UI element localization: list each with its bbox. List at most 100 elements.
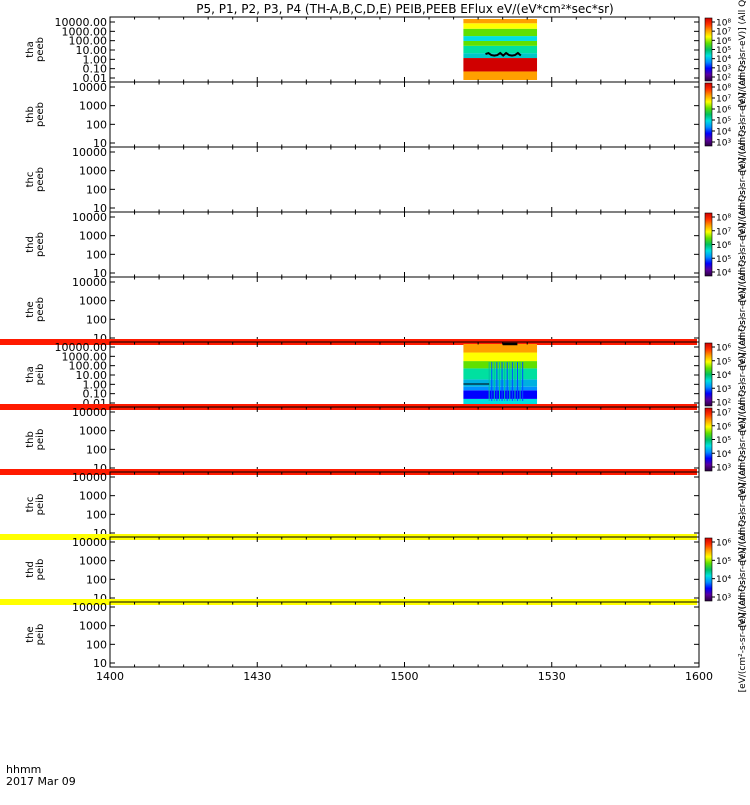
colorbar-tick-label: 10² [716,74,731,84]
panel-label-probe: tha [25,41,36,57]
colorbar-tick-label: 10² [716,399,731,409]
y-tick-label: 10000 [72,601,107,614]
y-tick-label: 1000 [79,295,107,308]
y-tick-label: 100.00 [69,360,108,373]
y-tick-label: 10000 [72,471,107,484]
panel-the_peeb: 10000 1000 100 10 the peeb [eV/(cm²-s-sr-eV)] … [0,252,748,368]
y-tick-label: 1000 [79,620,107,633]
y-tick-label: 10000 [72,536,107,549]
y-tick-label: 1000.00 [62,350,108,363]
colorbar [704,537,713,602]
y-tick-label: 0.01 [83,72,108,85]
y-tick-label: 10000 [72,81,107,94]
panel-label-probe: thd [25,561,36,578]
y-tick-label: 10000 [72,276,107,289]
y-tick-label: 1000 [79,490,107,503]
panel-frame [109,406,700,473]
spectrogram-band [463,23,538,29]
colorbar-tick-label: 10⁴ [716,575,731,585]
colorbar-tick-label: 10⁶ [716,344,731,354]
spectrogram-band [463,40,538,46]
panel-the_peib: 10000 1000 100 10 the peib [eV/(cm²-s-sr-eV)] … [25,577,748,693]
y-tick-label: 100 [86,443,107,456]
y-tick-label: 100 [86,573,107,586]
y-tick-label: 100 [86,638,107,651]
spectrogram-band [463,45,538,54]
y-tick-label: 10 [93,267,107,280]
colorbar-label: [eV/(cm²-s-sr-eV)] (All Qs) [738,122,748,238]
panel-label-product: peeb [35,37,46,62]
colorbar-label: [eV/(cm²-s-sr-eV)] (All Qs) [738,447,748,563]
y-tick-label: 10000 [72,211,107,224]
date-label: 2017 Mar 09 [6,775,76,788]
colorbar-label: [eV/(cm²-s-sr-eV)] (All Qs) [738,187,748,303]
colorbar-tick-label: 10³ [716,139,731,149]
colorbar-tick-label: 10⁵ [716,436,731,446]
x-tick-label: 1600 [685,670,713,683]
colorbar-tick-label: 10⁸ [716,84,731,94]
colorbar-tick-label: 10⁸ [716,214,731,224]
spectrogram-band [463,19,538,24]
panel-frame [109,81,700,148]
colorbar-label: [eV/(cm²-s-sr-eV)] (All Qs) [738,512,748,628]
panel-frame [109,341,700,408]
colorbar [704,17,713,82]
colorbar-tick-label: 10³ [716,64,731,74]
panel-label-product: peeb [35,167,46,192]
spectrogram-band [463,58,538,72]
colorbar-tick-label: 10³ [716,464,731,474]
panel-label-product: peeb [35,102,46,127]
spectrogram-band [463,379,538,387]
colorbar-label: [eV/(cm²-s-sr-eV)] (All Qs) [738,382,748,498]
spectrogram-band [463,344,538,353]
colorbar-tick-label: 10⁷ [716,28,731,38]
y-tick-label: 1000 [79,100,107,113]
panel-tha_peib: 10000.001000.00100.0010.001.000.100.01th… [0,317,748,432]
spectrogram-band [463,390,538,399]
y-tick-label: 100 [86,313,107,326]
colorbar-label: [eV/(cm²-s-sr-eV)] (All Qs) [738,252,748,368]
panel-label-probe: the [25,301,36,317]
colorbar-tick-label: 10⁵ [716,357,731,367]
colorbar-tick-label: 10⁵ [716,46,731,56]
panels-group: 10000.001000.00100.0010.001.000.100.01th… [0,0,748,692]
colorbar-label: [eV/(cm²-s-sr-eV)] (All Qs) [738,57,748,173]
colorbar-tick-label: 10⁴ [716,55,731,65]
colorbar-label: [eV/(cm²-s-sr-eV)] (All Qs) [738,577,748,693]
x-axis: 1400 1430 1500 1530 1600 [96,670,713,683]
spectrogram-band [463,53,538,59]
panel-frame [109,146,700,213]
spectrogram-band [463,352,538,362]
panel-frame [109,536,700,603]
y-tick-label: 1.00 [83,53,108,66]
y-tick-label: 1000 [79,555,107,568]
trace-line [485,51,522,57]
panel-label-product: peib [35,559,46,581]
colorbar-tick-label: 10³ [716,385,731,395]
y-tick-label: 10000.00 [55,341,108,354]
colorbar-tick-label: 10⁷ [716,409,731,419]
figure-title: P5, P1, P2, P3, P4 (TH-A,B,C,D,E) PEIB,P… [196,2,613,16]
spectrogram-band [463,398,538,405]
x-corner-label: hhmm [6,763,41,776]
panel-label-probe: thc [25,497,36,513]
panel-frame [109,16,700,83]
colorbar-tick-label: 10⁴ [716,128,731,138]
y-tick-label: 10.00 [76,44,108,57]
y-tick-label: 1000.00 [62,25,108,38]
y-tick-label: 1000 [79,165,107,178]
y-tick-label: 100 [86,183,107,196]
panel-label-product: peib [35,494,46,516]
y-tick-label: 100 [86,248,107,261]
y-tick-label: 10.00 [76,369,108,382]
panel-label-probe: thc [25,172,36,188]
colorbar-tick-label: 10⁶ [716,106,731,116]
spectrogram-band [463,361,538,369]
panel-label-product: peeb [35,232,46,257]
colorbar-tick-label: 10⁵ [716,255,731,265]
spectrogram-band [463,36,538,41]
colorbar [704,342,713,407]
colorbar-tick-label: 10⁵ [716,117,731,127]
